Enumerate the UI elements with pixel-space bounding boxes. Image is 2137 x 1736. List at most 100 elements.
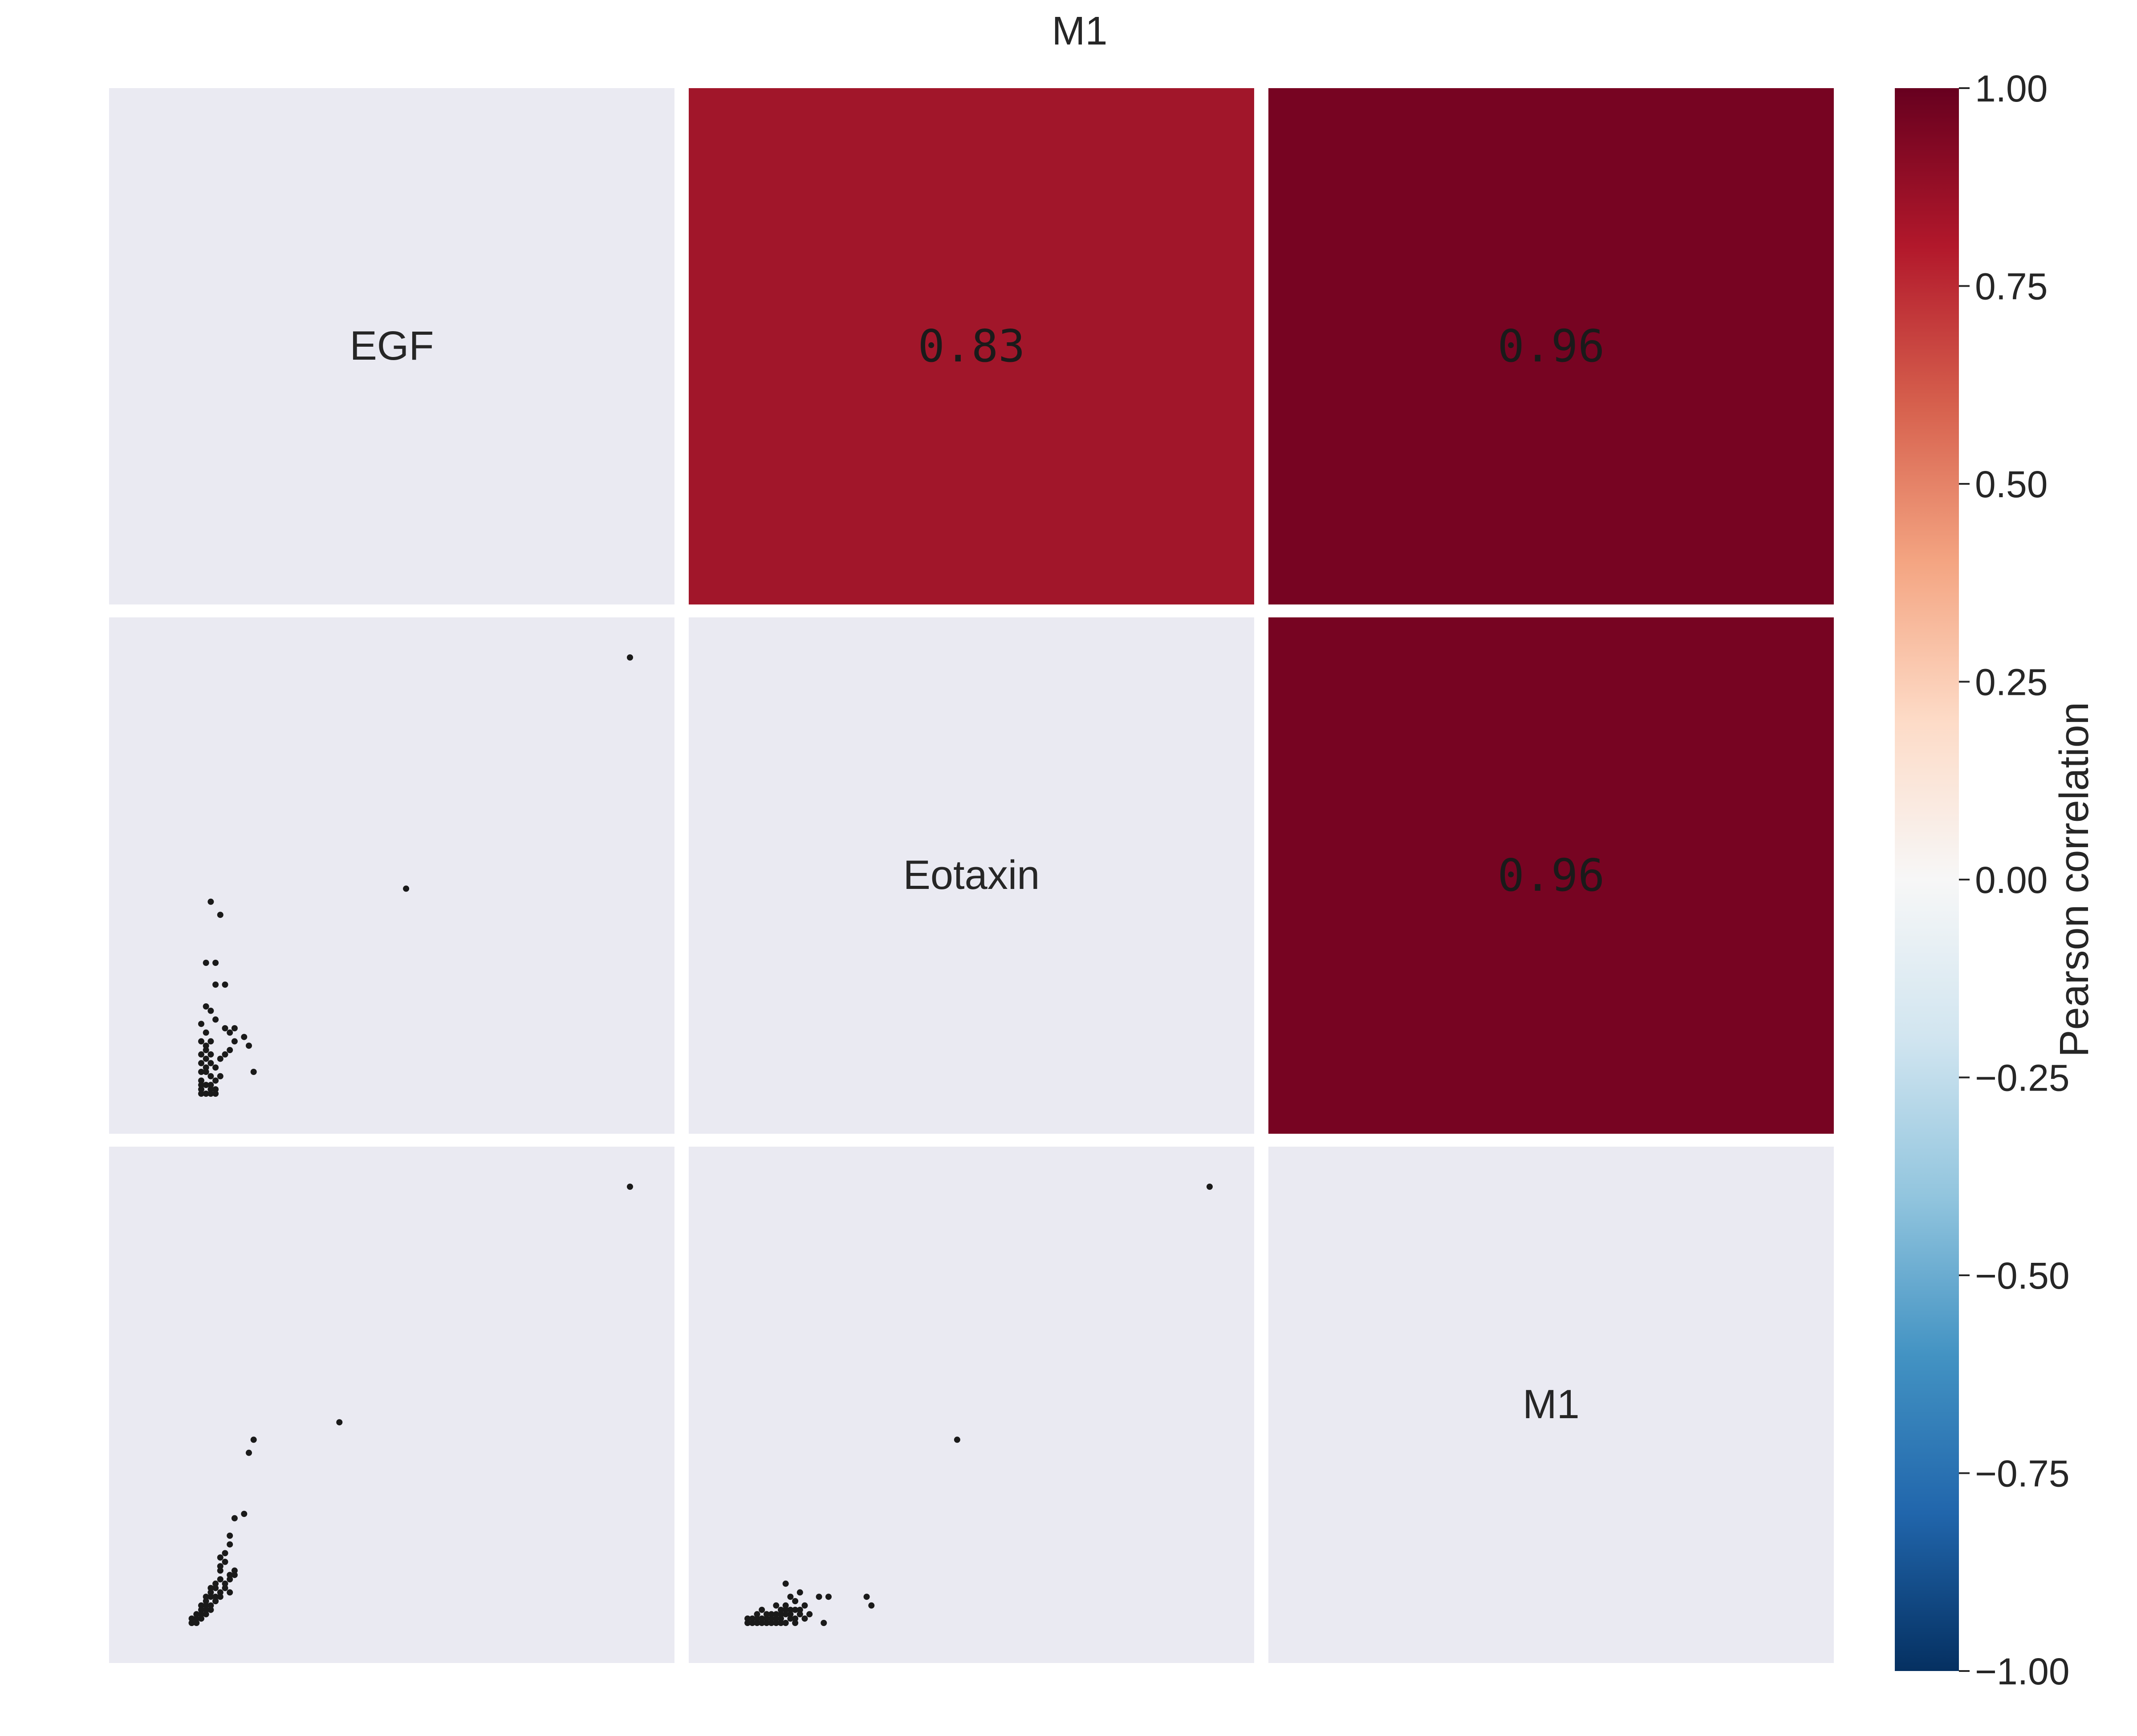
scatter-point	[1207, 1184, 1213, 1190]
scatter-point	[207, 1589, 214, 1596]
scatter-point	[250, 1436, 257, 1443]
colorbar-gradient	[1895, 88, 1959, 1671]
scatter-point	[778, 1606, 784, 1613]
scatter-point	[763, 1615, 770, 1622]
colorbar: 1.00 0.75 0.50 0.25 0.00 −0.25 −0.50 −0.75 −1.00…	[1895, 68, 2097, 1692]
scatter-point	[403, 885, 410, 892]
scatter-point	[203, 1594, 209, 1600]
scatter-point	[782, 1606, 789, 1613]
scatter-point	[227, 1029, 233, 1036]
scatter-point	[768, 1611, 775, 1618]
scatter-point	[231, 1567, 238, 1574]
scatter-point	[203, 1082, 209, 1088]
scatter-point	[198, 1086, 204, 1093]
scatter-point	[212, 1091, 219, 1097]
colorbar-tick-label: 0.75	[1975, 266, 2048, 308]
scatter-point	[759, 1615, 765, 1622]
colorbar-tick-label: 0.50	[1975, 463, 2048, 505]
scatter-point	[231, 1038, 238, 1045]
colorbar-tick-label: 0.00	[1975, 859, 2048, 901]
scatter-point	[193, 1611, 200, 1618]
scatter-point	[744, 1615, 751, 1622]
scatter-point	[749, 1620, 756, 1626]
scatter-point	[212, 1016, 219, 1023]
scatter-point	[222, 1025, 228, 1031]
scatter-point	[193, 1615, 200, 1622]
correlation-cell	[689, 88, 1254, 604]
scatter-point	[203, 1598, 209, 1604]
scatter-point	[627, 1184, 633, 1190]
scatter-point	[773, 1611, 780, 1618]
colorbar-tick-label: 1.00	[1975, 68, 2048, 110]
scatter-point	[207, 1060, 214, 1067]
scatter-point	[198, 1611, 204, 1618]
panel-background	[109, 1147, 674, 1663]
panel-background	[1268, 1147, 1834, 1663]
scatter-point	[203, 1042, 209, 1049]
scatter-point	[763, 1611, 770, 1618]
scatter-point	[207, 1594, 214, 1600]
scatter-point	[212, 1064, 219, 1071]
scatter-point	[198, 1077, 204, 1084]
scatter-point	[778, 1615, 784, 1622]
scatter-point	[203, 1064, 209, 1071]
scatter-point	[212, 1585, 219, 1591]
panel-r1-c1: Eotaxin	[689, 617, 1254, 1134]
scatter-point	[227, 1576, 233, 1582]
scatter-point	[217, 1563, 223, 1570]
scatter-point	[778, 1611, 784, 1618]
scatter-point	[212, 982, 219, 988]
scatter-point	[217, 1567, 223, 1574]
diagonal-variable-label: EGF	[349, 323, 434, 369]
scatter-point	[231, 1515, 238, 1521]
scatter-point	[222, 982, 228, 988]
scatter-point	[203, 1069, 209, 1075]
colorbar-tick-label: −0.50	[1975, 1255, 2070, 1297]
panel-r0-c2: 0.96	[1268, 88, 1834, 604]
panel-background	[109, 88, 674, 604]
scatter-point	[768, 1620, 775, 1626]
scatter-point	[203, 1029, 209, 1036]
scatter-point	[792, 1598, 799, 1604]
scatter-point	[821, 1620, 827, 1626]
panel-r2-c0	[109, 1147, 674, 1663]
panel-r1-c2: 0.96	[1268, 617, 1834, 1134]
scatter-point	[863, 1594, 870, 1600]
scatter-point	[217, 1589, 223, 1596]
scatter-point	[203, 1606, 209, 1613]
scatter-point	[217, 912, 223, 918]
scatter-point	[198, 1060, 204, 1067]
scatter-point	[773, 1602, 780, 1609]
scatter-point	[796, 1606, 803, 1613]
panel-r0-c0: EGF	[109, 88, 674, 604]
scatter-point	[222, 1585, 228, 1591]
scatter-point	[217, 1554, 223, 1561]
scatter-point	[806, 1611, 813, 1618]
scatter-point	[868, 1602, 875, 1609]
scatter-point	[207, 1051, 214, 1058]
scatter-point	[198, 1606, 204, 1613]
scatter-point	[207, 1082, 214, 1088]
scatter-point	[198, 1021, 204, 1027]
scatter-point	[203, 1091, 209, 1097]
scatter-point	[222, 1580, 228, 1587]
diagonal-variable-label: Eotaxin	[903, 852, 1040, 898]
panel-r1-c0	[109, 617, 674, 1134]
scatter-point	[188, 1620, 195, 1626]
scatter-point	[207, 1007, 214, 1014]
scatter-point	[792, 1615, 799, 1622]
scatter-point	[773, 1615, 780, 1622]
panel-background	[689, 1147, 1254, 1663]
scatter-point	[763, 1620, 770, 1626]
scatter-point	[198, 1602, 204, 1609]
scatter-point	[782, 1602, 789, 1609]
panel-r2-c1	[689, 1147, 1254, 1663]
scatter-point	[203, 1602, 209, 1609]
scatter-point	[217, 1073, 223, 1079]
scatter-point	[212, 1077, 219, 1084]
scatter-point	[796, 1589, 803, 1596]
scatter-point	[792, 1620, 799, 1626]
panel-background	[109, 617, 674, 1134]
scatter-point	[227, 1541, 233, 1548]
